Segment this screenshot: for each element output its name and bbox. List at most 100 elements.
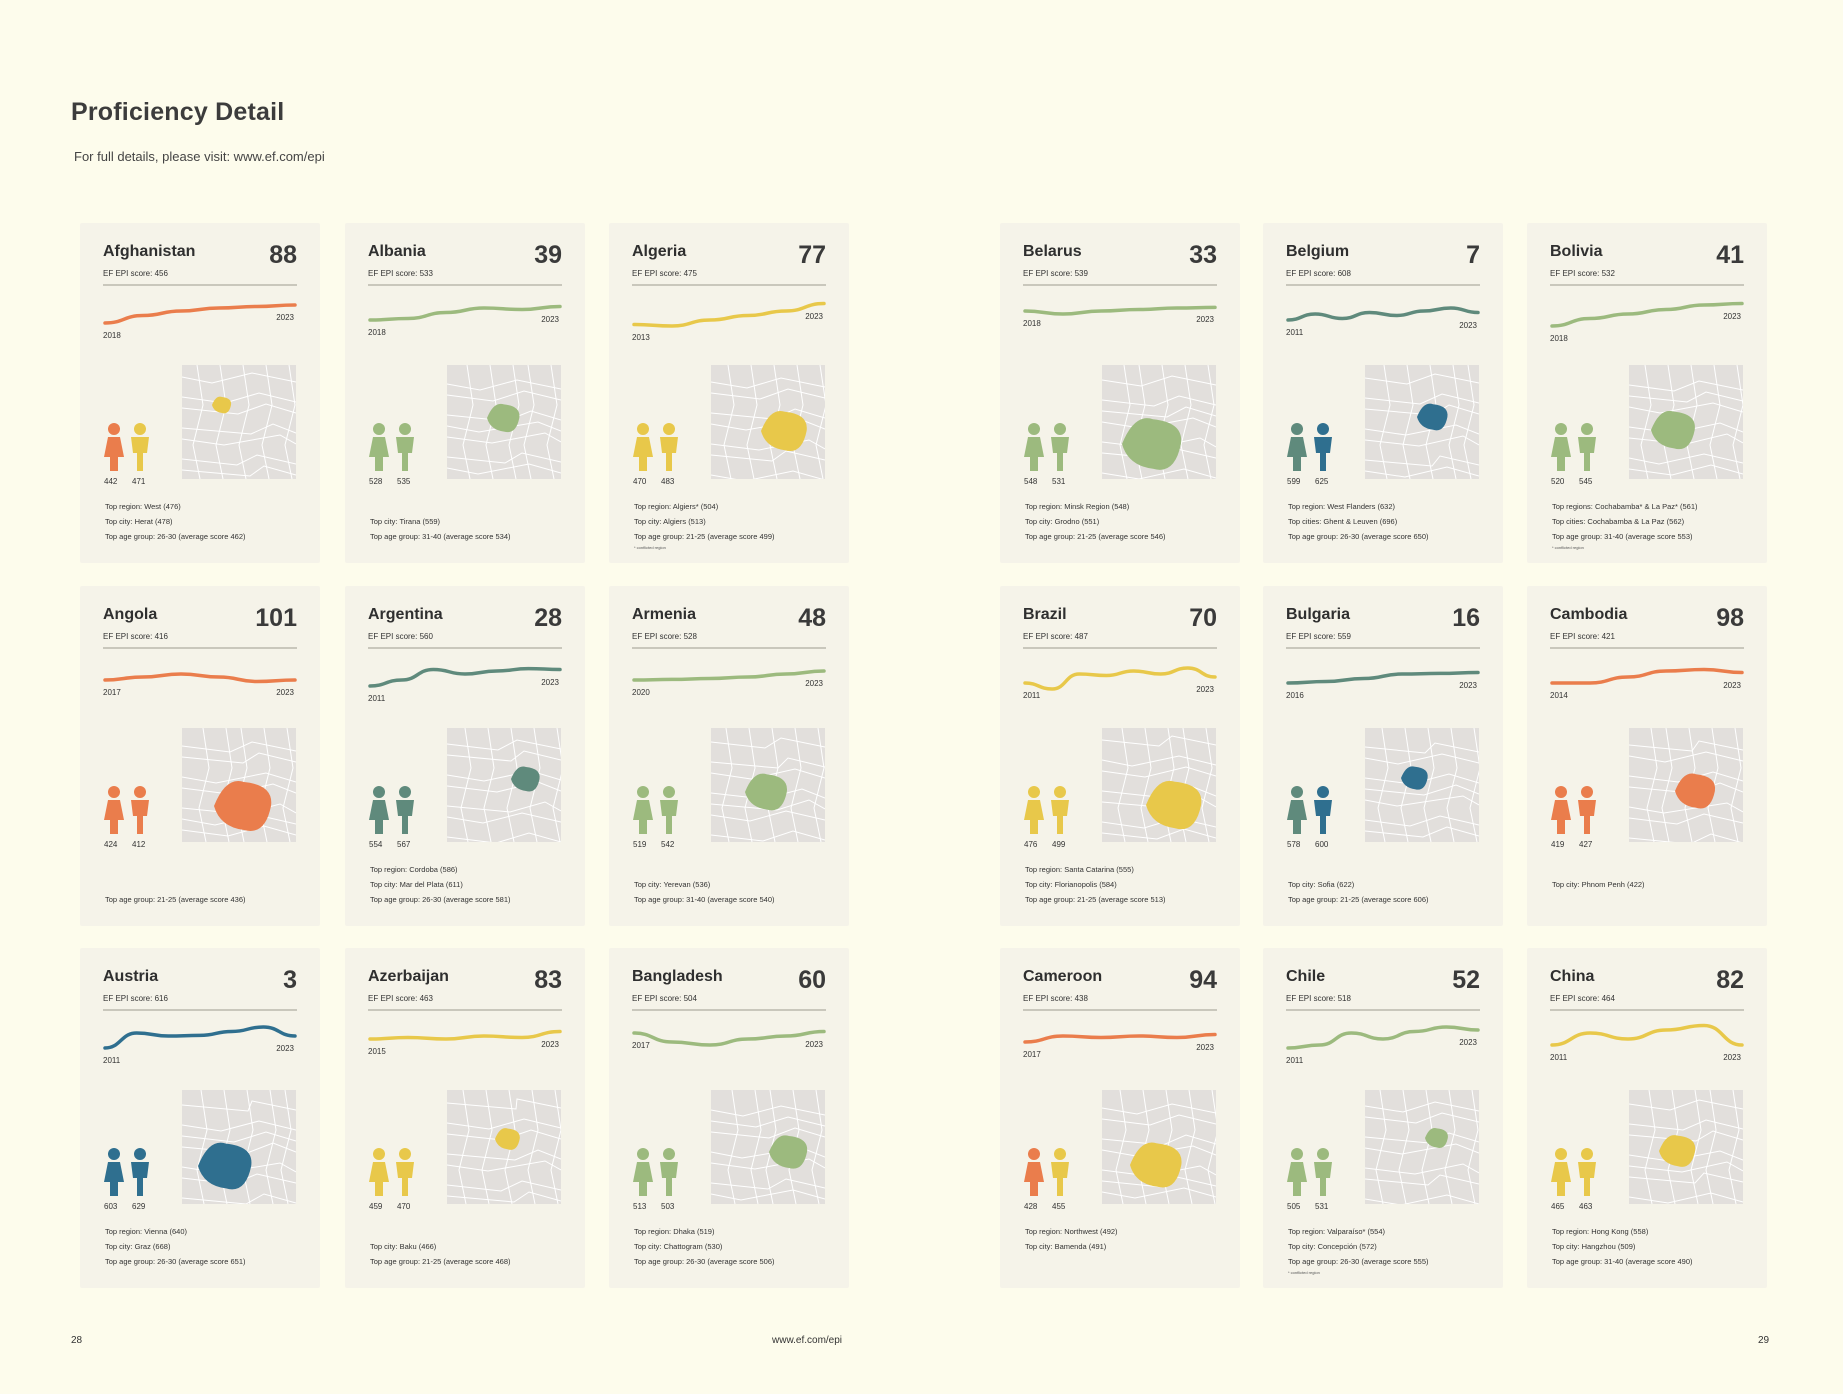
trend-end-year: 2023 — [1723, 1053, 1741, 1062]
country-name: Armenia — [632, 606, 697, 623]
fact-line: Top age group: 21-25 (average score 546) — [1025, 532, 1166, 541]
country-name: Angola — [103, 606, 158, 623]
trend-end-year: 2023 — [1196, 1042, 1214, 1052]
country-card-bulgaria: Bulgaria 16 EF EPI score: 559 2016 2023 578 60… — [1263, 586, 1503, 926]
fact-line: Top age group: 21-25 (average score 513) — [1025, 895, 1166, 904]
trend-start-year: 2016 — [1286, 691, 1304, 700]
gender-figures — [368, 423, 416, 476]
epi-score: EF EPI score: 608 — [1286, 269, 1351, 278]
male-score: 470 — [397, 1202, 411, 1211]
country-shape — [212, 396, 232, 414]
country-map — [447, 728, 561, 842]
male-icon — [1578, 423, 1596, 471]
country-facts: Top region: Hong Kong (558) Top city: Han… — [1552, 1224, 1693, 1269]
score-trend-line — [103, 1025, 297, 1050]
fact-line: Top region: Dhaka (519) — [634, 1227, 715, 1236]
country-facts: Top age group: 21-25 (average score 436) — [105, 862, 246, 907]
score-trend-line — [1286, 670, 1480, 685]
country-card-afghanistan: Afghanistan 88 EF EPI score: 456 2018 2023 44… — [80, 223, 320, 563]
gender-figures — [632, 423, 680, 476]
country-name: Algeria — [632, 243, 687, 260]
country-map — [1365, 365, 1479, 479]
trend-end-year: 2023 — [276, 688, 294, 697]
fact-line: Top age group: 26-30 (average score 650) — [1288, 532, 1429, 541]
fact-line: Top city: Mar del Plata (611) — [370, 880, 463, 889]
score-trend-line — [1023, 666, 1217, 691]
male-score: 463 — [1579, 1202, 1593, 1211]
country-card-cambodia: Cambodia 98 EF EPI score: 421 2014 2023 419 42… — [1527, 586, 1767, 926]
country-map — [447, 365, 561, 479]
country-name: Chile — [1286, 968, 1326, 985]
country-name: Afghanistan — [103, 243, 196, 260]
trend-end-year: 2023 — [805, 311, 823, 321]
country-facts: Top region: Valparaíso* (554) Top city: C… — [1288, 1224, 1429, 1269]
country-rank: 70 — [1189, 604, 1217, 632]
fact-line: Top age group: 31-40 (average score 490) — [1552, 1257, 1693, 1266]
divider — [368, 1009, 562, 1011]
country-facts: Top region: Minsk Region (548) Top city: … — [1025, 499, 1166, 544]
epi-score: EF EPI score: 456 — [103, 269, 168, 278]
country-facts: Top region: Cordoba (586) Top city: Mar d… — [370, 862, 511, 907]
trend-start-year: 2011 — [368, 694, 386, 703]
trend-end-year: 2023 — [1459, 320, 1477, 330]
trend-path — [1286, 670, 1480, 685]
epi-score: EF EPI score: 504 — [632, 994, 697, 1003]
trend-end-year: 2023 — [276, 1044, 294, 1053]
trend-path — [632, 1029, 826, 1047]
country-map — [711, 728, 825, 842]
trend-start-year: 2011 — [1286, 1056, 1304, 1065]
country-shape — [745, 773, 787, 811]
female-score: 599 — [1287, 477, 1301, 486]
trend-end-year: 2023 — [1196, 315, 1214, 325]
trend-path — [1550, 1023, 1744, 1047]
country-rank: 82 — [1716, 966, 1744, 994]
gender-figures — [368, 1148, 416, 1201]
male-icon — [396, 786, 414, 834]
male-score: 455 — [1052, 1202, 1066, 1211]
divider — [1550, 647, 1744, 649]
score-trend-line — [1286, 1025, 1480, 1050]
trend-path — [103, 303, 297, 325]
divider — [1023, 647, 1217, 649]
country-map — [1102, 728, 1216, 842]
country-map — [1629, 365, 1743, 479]
country-map — [1365, 1090, 1479, 1204]
male-icon — [396, 423, 414, 471]
male-score: 503 — [661, 1202, 675, 1211]
trend-end-year: 2023 — [1459, 1038, 1477, 1047]
gender-figures — [1550, 1148, 1598, 1201]
gender-figures — [1286, 423, 1334, 476]
trend-start-year: 2017 — [1023, 1050, 1041, 1059]
trend-end-year: 2023 — [1459, 680, 1477, 690]
epi-score: EF EPI score: 475 — [632, 269, 697, 278]
fact-line: Top city: Tirana (559) — [370, 517, 441, 526]
gender-figures — [1023, 786, 1071, 839]
trend-start-year: 2018 — [1550, 334, 1568, 343]
epi-score: EF EPI score: 518 — [1286, 994, 1351, 1003]
male-score: 531 — [1315, 1202, 1329, 1211]
divider — [1023, 284, 1217, 286]
trend-start-year: 2011 — [1023, 691, 1041, 700]
country-rank: 98 — [1716, 604, 1744, 632]
country-name: Belgium — [1286, 243, 1350, 260]
country-rank: 3 — [283, 966, 297, 994]
score-trend-line — [1023, 1032, 1217, 1044]
fact-line: Top region: Minsk Region (548) — [1025, 502, 1130, 511]
female-icon — [104, 1148, 124, 1196]
country-card-chile: Chile 52 EF EPI score: 518 2011 2023 505 531 To… — [1263, 948, 1503, 1288]
trend-start-year: 2020 — [632, 688, 650, 697]
country-card-china: China 82 EF EPI score: 464 2011 2023 465 463 To… — [1527, 948, 1767, 1288]
country-name: Bulgaria — [1286, 606, 1351, 623]
trend-path — [103, 1025, 297, 1050]
gender-figures — [103, 423, 151, 476]
divider — [368, 647, 562, 649]
country-card-angola: Angola 101 EF EPI score: 416 2017 2023 424 412… — [80, 586, 320, 926]
country-shape — [487, 403, 520, 433]
divider — [632, 1009, 826, 1011]
country-card-cameroon: Cameroon 94 EF EPI score: 438 2017 2023 428 45… — [1000, 948, 1240, 1288]
fact-line: Top city: Chattogram (530) — [634, 1242, 723, 1251]
country-shape — [198, 1142, 252, 1190]
female-icon — [1024, 1148, 1044, 1196]
fact-line: Top city: Sofia (622) — [1288, 880, 1355, 889]
country-map — [1365, 728, 1479, 842]
